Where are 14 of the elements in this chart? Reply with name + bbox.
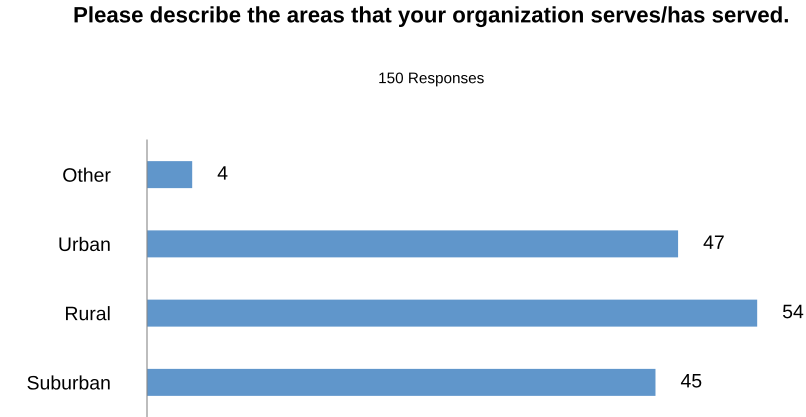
y-tick-label: Urban xyxy=(59,236,110,252)
chart-title: Please describe the areas that your organization serves/has served. xyxy=(74,6,788,28)
bar xyxy=(147,300,758,327)
data-label: 4 xyxy=(218,166,228,180)
y-tick-label: Rural xyxy=(66,306,110,320)
y-tick-label: Suburban xyxy=(27,375,110,390)
data-label: 47 xyxy=(704,236,724,249)
data-label: 54 xyxy=(782,304,804,318)
chart-subtitle: 150 Responses xyxy=(379,72,484,86)
bar xyxy=(147,230,678,258)
bar xyxy=(147,368,656,396)
y-tick-label: Other xyxy=(63,168,111,182)
data-label: 45 xyxy=(680,374,702,388)
bar xyxy=(147,161,192,188)
